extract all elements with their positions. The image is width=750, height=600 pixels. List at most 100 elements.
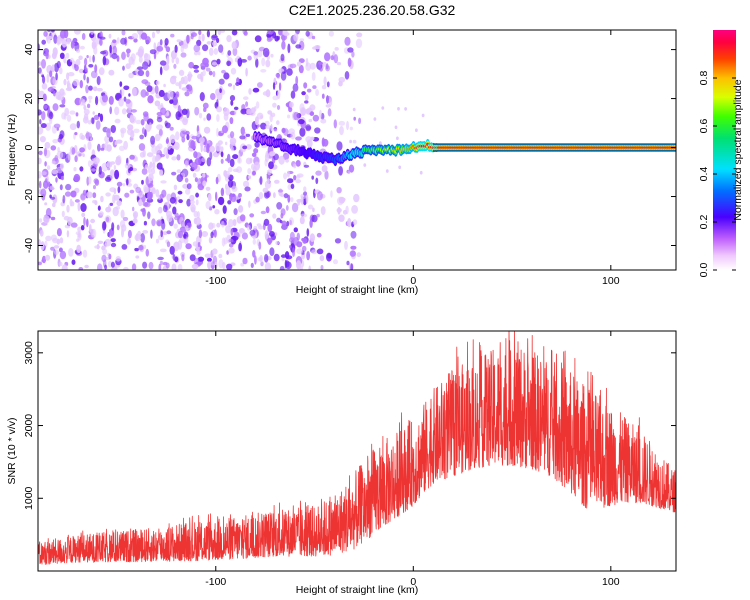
noise-blob	[158, 129, 163, 136]
noise-blob	[277, 189, 284, 193]
noise-blob	[275, 72, 280, 78]
noise-blob	[381, 106, 385, 110]
noise-blob	[139, 151, 145, 158]
noise-blob	[310, 136, 315, 141]
noise-blob	[197, 51, 201, 56]
noise-blob	[240, 262, 245, 267]
noise-blob	[222, 262, 226, 270]
noise-blob	[252, 250, 256, 258]
noise-blob	[64, 224, 71, 229]
noise-blob	[236, 55, 240, 59]
noise-blob	[245, 133, 251, 137]
noise-blob	[286, 170, 290, 178]
noise-blob	[59, 250, 67, 260]
noise-blob	[278, 30, 283, 36]
noise-blob	[286, 220, 290, 227]
noise-blob	[55, 177, 58, 183]
noise-blob	[398, 165, 402, 170]
noise-blob	[77, 201, 81, 212]
noise-blob	[227, 200, 232, 205]
noise-blob	[177, 190, 183, 195]
noise-blob	[260, 261, 264, 267]
noise-blob	[66, 114, 72, 122]
noise-blob	[227, 50, 232, 56]
noise-blob	[296, 248, 303, 255]
noise-blob	[347, 57, 352, 67]
noise-blob	[222, 125, 228, 134]
noise-blob	[163, 147, 169, 156]
noise-blob	[296, 173, 304, 178]
noise-blob	[306, 251, 310, 261]
noise-blob	[238, 193, 242, 198]
noise-blob	[116, 181, 123, 187]
noise-blob	[45, 50, 49, 60]
noise-blob	[96, 243, 100, 250]
noise-blob	[184, 160, 189, 168]
noise-blob	[303, 82, 308, 89]
noise-blob	[93, 157, 100, 165]
noise-blob	[56, 36, 61, 46]
noise-blob	[138, 199, 143, 207]
noise-blob	[176, 154, 181, 161]
noise-blob	[154, 133, 161, 142]
noise-blob	[344, 240, 348, 250]
noise-blob	[254, 35, 262, 43]
noise-blob	[59, 67, 63, 75]
noise-blob	[307, 204, 314, 210]
noise-blob	[159, 248, 167, 253]
noise-blob	[134, 233, 142, 242]
noise-blob	[322, 138, 329, 147]
noise-blob	[340, 197, 346, 202]
noise-blob	[154, 100, 161, 107]
noise-blob	[131, 33, 139, 40]
noise-blob	[415, 128, 418, 132]
noise-blob	[189, 86, 193, 95]
noise-blob	[174, 212, 179, 218]
noise-blob	[228, 167, 233, 173]
y-tick-label: 40	[23, 44, 35, 56]
noise-blob	[81, 33, 86, 40]
noise-blob	[351, 51, 355, 58]
noise-blob	[171, 263, 177, 270]
noise-blob	[231, 185, 238, 192]
noise-blob	[165, 46, 171, 53]
noise-blob	[86, 191, 93, 199]
noise-blob	[63, 56, 67, 64]
spectrogram-marks	[38, 30, 676, 270]
noise-blob	[276, 105, 281, 110]
noise-blob	[238, 242, 243, 252]
noise-blob	[90, 218, 96, 224]
noise-blob	[306, 88, 312, 93]
noise-blob	[177, 230, 184, 239]
noise-blob	[249, 229, 256, 236]
noise-blob	[86, 55, 89, 59]
noise-blob	[50, 145, 57, 151]
noise-blob	[350, 245, 357, 250]
snr-y-ticks: 1000 2000 3000	[23, 341, 676, 510]
x-tick-label: 0	[410, 275, 416, 287]
noise-blob	[115, 157, 122, 166]
noise-blob	[280, 213, 284, 219]
noise-blob	[111, 53, 118, 60]
noise-blob	[85, 84, 89, 94]
noise-blob	[113, 188, 117, 195]
noise-blob	[421, 113, 425, 118]
noise-blob	[265, 59, 271, 68]
noise-blob	[105, 216, 110, 222]
noise-blob	[69, 123, 77, 131]
noise-blob	[245, 101, 249, 107]
noise-blob	[47, 87, 54, 92]
noise-blob	[84, 264, 89, 269]
noise-blob	[287, 178, 294, 184]
noise-blob	[250, 262, 254, 268]
noise-blob	[73, 167, 77, 172]
noise-blob	[128, 72, 134, 79]
noise-blob	[204, 253, 212, 259]
noise-blob	[270, 53, 274, 58]
noise-blob	[300, 213, 308, 218]
noise-blob	[91, 40, 97, 50]
noise-blob	[300, 195, 304, 205]
noise-blob	[350, 263, 354, 270]
noise-blob	[216, 106, 223, 113]
noise-blob	[173, 63, 177, 69]
